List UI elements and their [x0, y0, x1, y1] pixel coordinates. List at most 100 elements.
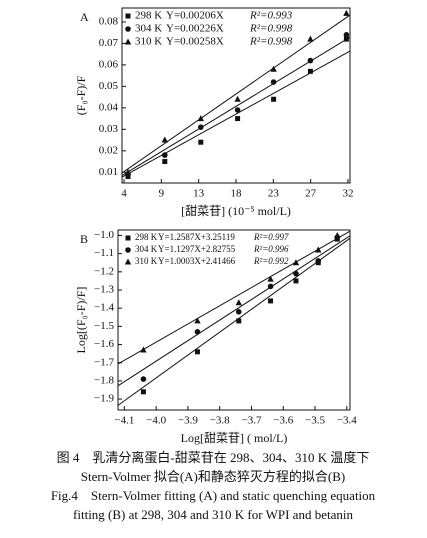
legend-equation: Y=1.0003X+2.41466: [158, 256, 236, 266]
point: [140, 389, 146, 395]
legend-r2: R²=0.998: [249, 36, 293, 48]
point: [270, 65, 277, 72]
fit-line: [117, 237, 351, 406]
x-tick-label: −3.6: [273, 415, 293, 427]
point: [307, 35, 314, 42]
x-tick-label: 18: [231, 188, 243, 200]
legend-equation: Y=1.1297X+2.82755: [158, 244, 236, 254]
caption-line: Stern-Volmer 拟合(A)和静态猝灭方程的拟合(B): [81, 469, 345, 484]
fit-line: [117, 230, 351, 365]
legend-r2: R²=0.998: [249, 23, 293, 35]
point: [343, 32, 350, 38]
legend-name: 298 K: [135, 232, 158, 242]
y-axis-title: (F₀-F)/F: [74, 75, 88, 115]
legend-marker: [125, 13, 131, 19]
y-tick-label: 0.03: [99, 123, 119, 135]
x-tick-label: 4: [121, 188, 127, 200]
legend-marker: [125, 235, 131, 241]
y-tick-label: −1.1: [94, 247, 114, 259]
x-tick-label: −3.8: [210, 415, 230, 427]
point: [194, 329, 201, 335]
legend-marker: [125, 247, 131, 253]
point: [334, 231, 341, 238]
y-tick-label: −1.3: [94, 284, 114, 296]
legend-name: 298 K: [135, 10, 162, 22]
x-axis-title: [甜菜苷] (10⁻⁵ mol/L): [181, 204, 291, 218]
caption-line: 图 4 乳清分离蛋白-甜菜苷在 298、304、310 K 温度下: [57, 450, 370, 465]
x-tick-label: 32: [343, 188, 354, 200]
fit-line: [121, 50, 351, 178]
x-axis-title: Log[甜菜苷] ( mol/L): [181, 431, 288, 445]
legend-equation: Y=0.00258X: [166, 36, 224, 48]
point: [194, 317, 201, 324]
point: [161, 136, 168, 143]
point: [293, 270, 299, 277]
legend-name: 310 K: [135, 256, 158, 266]
point: [124, 168, 132, 175]
y-tick-label: 0.06: [99, 58, 119, 70]
point: [315, 258, 322, 264]
y-tick-label: 0.08: [99, 15, 119, 27]
point: [234, 95, 241, 102]
legend-marker: [125, 26, 131, 32]
point: [197, 115, 204, 122]
y-tick-label: −1.8: [94, 374, 114, 386]
legend-equation: Y=0.00206X: [166, 10, 224, 22]
point: [235, 309, 242, 315]
fit-line: [121, 36, 351, 176]
panel-label: B: [80, 232, 88, 246]
legend-equation: Y=0.00226X: [166, 23, 224, 35]
point: [235, 299, 242, 306]
x-tick-label: −4.0: [146, 415, 166, 427]
point: [268, 298, 274, 304]
point: [194, 349, 200, 355]
panel-label: A: [80, 10, 89, 24]
y-tick-label: −1.9: [94, 393, 114, 405]
legend-name: 304 K: [135, 244, 158, 254]
point: [236, 318, 242, 324]
y-tick-label: −1.7: [94, 356, 114, 368]
y-tick-label: 0.05: [99, 80, 119, 92]
point: [315, 246, 322, 253]
y-tick-label: 0.01: [99, 166, 118, 178]
legend-marker: [124, 258, 132, 265]
point: [234, 107, 241, 113]
point: [343, 9, 350, 16]
point: [235, 116, 241, 122]
x-tick-label: −4.1: [114, 415, 134, 427]
y-tick-label: −1.0: [94, 229, 114, 241]
point: [198, 124, 204, 130]
x-tick-label: 13: [193, 188, 205, 200]
point: [162, 159, 168, 165]
y-axis-title: Log[(F₀-F)/F]: [74, 287, 88, 354]
caption-line: fitting (B) at 298, 304 and 310 K for WP…: [73, 507, 353, 522]
caption-line: Fig.4 Stern-Volmer fitting (A) and stati…: [51, 488, 376, 503]
legend-marker: [124, 38, 132, 45]
x-tick-label: 27: [305, 188, 317, 200]
y-tick-label: −1.6: [94, 338, 114, 350]
x-tick-label: −3.5: [305, 415, 325, 427]
x-tick-label: −3.7: [241, 415, 261, 427]
x-tick-label: 23: [268, 188, 280, 200]
point: [198, 139, 204, 145]
point: [267, 275, 274, 282]
legend-r2: R²=0.993: [249, 10, 293, 22]
legend-name: 304 K: [135, 23, 162, 35]
x-tick-label: −3.9: [178, 415, 198, 427]
fit-line: [117, 235, 351, 387]
x-tick-label: −3.4: [337, 415, 357, 427]
y-tick-label: 0.07: [99, 37, 119, 49]
y-tick-label: −1.2: [94, 265, 114, 277]
point: [307, 68, 313, 74]
point: [293, 278, 299, 284]
point: [270, 79, 277, 85]
point: [307, 57, 314, 64]
legend-name: 310 K: [135, 36, 162, 48]
y-tick-label: 0.02: [99, 144, 118, 156]
y-tick-label: −1.5: [94, 320, 114, 332]
point: [140, 376, 147, 382]
legend-equation: Y=1.2587X+3.25119: [158, 232, 235, 242]
legend-r2: R²=0.997: [253, 232, 289, 242]
plot-frame: [117, 229, 351, 411]
